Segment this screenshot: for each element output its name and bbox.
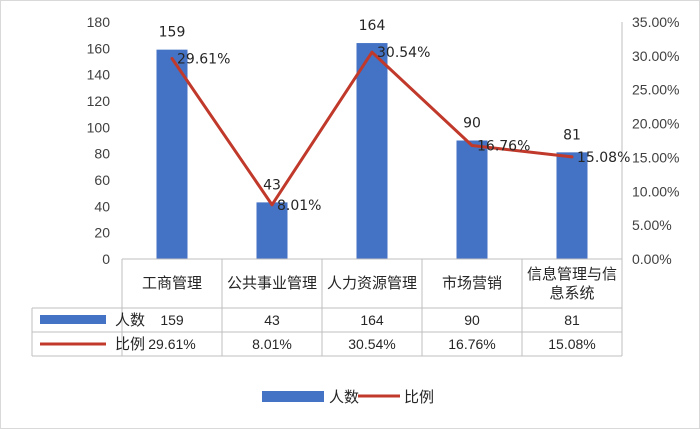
line-point bbox=[570, 155, 574, 159]
left-axis: 0 20 40 60 80 100 120 140 160 180 bbox=[87, 14, 111, 267]
left-axis-tick: 180 bbox=[87, 14, 111, 30]
bar bbox=[356, 43, 388, 259]
line-data-label: 16.76% bbox=[477, 139, 530, 155]
right-axis-tick: 0.00% bbox=[632, 251, 672, 267]
category-label: 公共事业管理 bbox=[227, 274, 317, 292]
table-key-bar bbox=[40, 315, 106, 324]
bar-data-label: 81 bbox=[563, 127, 581, 143]
left-axis-tick: 120 bbox=[87, 93, 111, 109]
right-axis: 0.00% 5.00% 10.00% 15.00% 20.00% 25.00% 30.00%… bbox=[621, 14, 679, 267]
left-axis-tick: 80 bbox=[94, 146, 110, 162]
line-point bbox=[370, 50, 374, 54]
right-axis-tick: 10.00% bbox=[632, 183, 679, 199]
right-axis-tick: 5.00% bbox=[632, 217, 672, 233]
right-axis-tick: 20.00% bbox=[632, 116, 679, 132]
bar bbox=[156, 49, 188, 260]
line-data-label: 15.08% bbox=[577, 150, 630, 166]
legend-key-bar bbox=[262, 391, 324, 402]
table-cell: 43 bbox=[264, 312, 280, 328]
bar-data-label: 43 bbox=[263, 177, 281, 193]
category-label: 市场营销 bbox=[442, 274, 502, 292]
left-axis-tick: 40 bbox=[94, 198, 110, 214]
left-axis-tick: 160 bbox=[87, 40, 111, 56]
category-label: 人力资源管理 bbox=[327, 274, 417, 292]
table-cell: 30.54% bbox=[348, 336, 395, 352]
line-data-label: 30.54% bbox=[377, 45, 430, 61]
line-series: 159 43 164 90 81 29.61% 8.01% 30.54% 16.76% 15.08… bbox=[159, 18, 631, 214]
line-point bbox=[470, 144, 474, 148]
table-cell: 159 bbox=[160, 312, 184, 328]
bar bbox=[456, 140, 488, 259]
table-cell: 16.76% bbox=[448, 336, 495, 352]
right-axis-tick: 25.00% bbox=[632, 82, 679, 98]
table-cell: 8.01% bbox=[252, 336, 292, 352]
left-axis-tick: 100 bbox=[87, 119, 111, 135]
left-axis-tick: 140 bbox=[87, 67, 111, 83]
table-cell: 164 bbox=[360, 312, 384, 328]
line-point bbox=[170, 56, 174, 60]
table-cell: 81 bbox=[564, 312, 580, 328]
table-cell: 15.08% bbox=[548, 336, 595, 352]
legend-label: 人数 bbox=[329, 388, 359, 406]
bar-data-label: 90 bbox=[463, 116, 481, 132]
bar-data-label: 164 bbox=[359, 18, 386, 34]
left-axis-tick: 20 bbox=[94, 225, 110, 241]
line-point bbox=[270, 203, 274, 207]
table-row-label: 人数 bbox=[115, 311, 145, 329]
category-label: 工商管理 bbox=[142, 274, 202, 292]
category-label: 息系统 bbox=[549, 284, 594, 302]
right-axis-tick: 15.00% bbox=[632, 149, 679, 165]
left-axis-tick: 60 bbox=[94, 172, 110, 188]
right-axis-tick: 35.00% bbox=[632, 14, 679, 30]
left-axis-tick: 0 bbox=[102, 251, 110, 267]
bar-data-label: 159 bbox=[159, 25, 186, 41]
legend-label: 比例 bbox=[404, 388, 434, 406]
table-cell: 90 bbox=[464, 312, 480, 328]
legend: 人数 比例 bbox=[262, 388, 434, 406]
bar bbox=[256, 202, 288, 259]
line-data-label: 8.01% bbox=[277, 198, 321, 214]
bar-series bbox=[156, 43, 588, 260]
table-cell: 29.61% bbox=[148, 336, 195, 352]
line-data-label: 29.61% bbox=[177, 51, 230, 67]
category-label: 信息管理与信 bbox=[527, 265, 617, 283]
right-axis-tick: 30.00% bbox=[632, 48, 679, 64]
table-row-label: 比例 bbox=[115, 335, 145, 353]
bar bbox=[556, 152, 588, 259]
